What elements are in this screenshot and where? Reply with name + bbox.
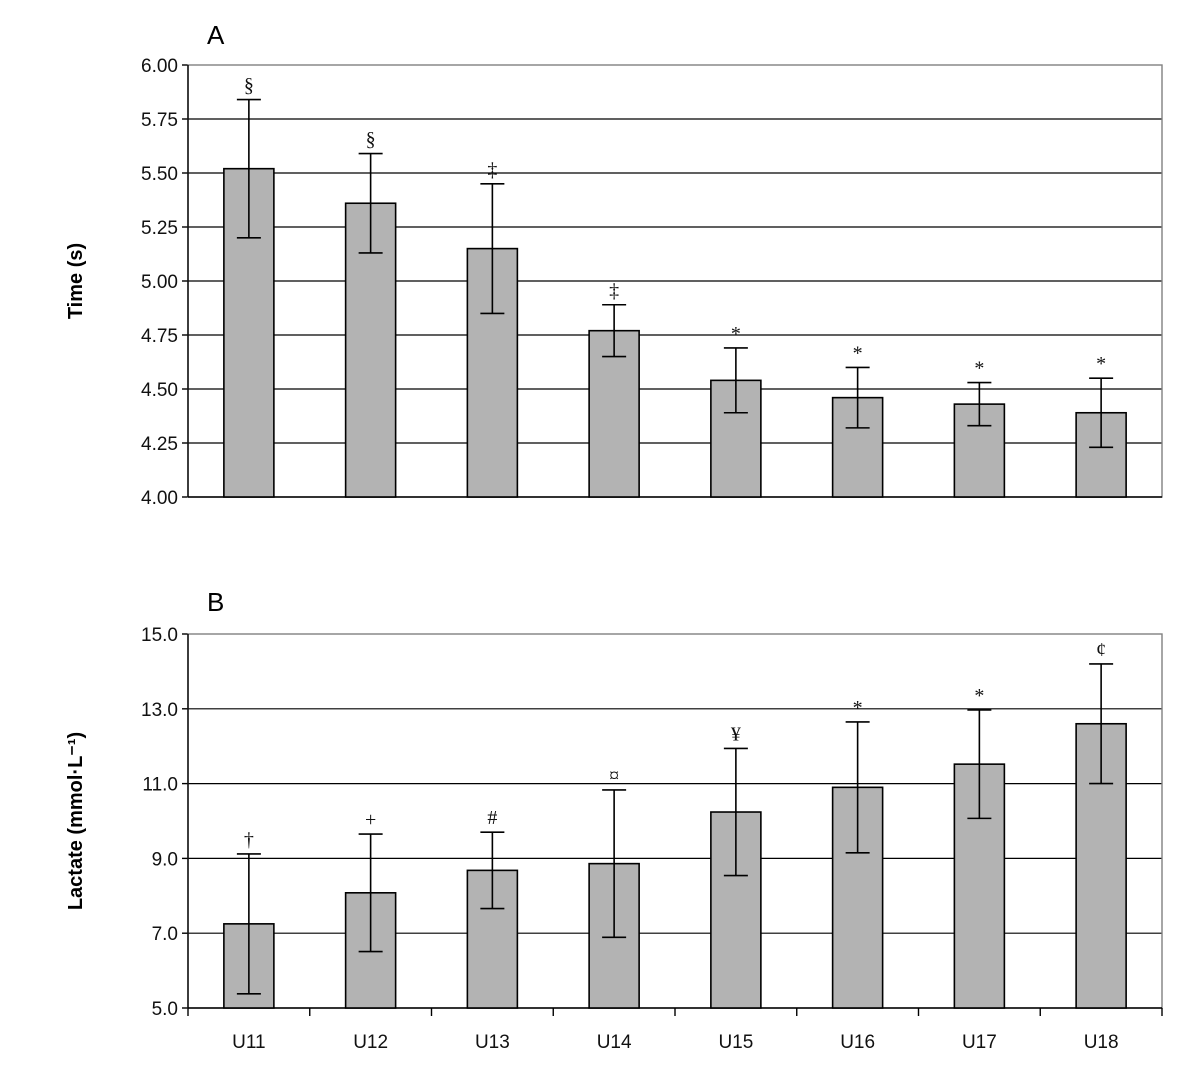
y-tick-label: 4.25 bbox=[141, 434, 178, 455]
significance-marker: * bbox=[974, 685, 984, 707]
significance-marker: + bbox=[365, 809, 376, 831]
y-tick-label: 4.50 bbox=[141, 380, 178, 401]
x-tick-label: U15 bbox=[718, 1032, 753, 1053]
significance-marker: ‡ bbox=[487, 159, 497, 181]
significance-marker: * bbox=[853, 342, 863, 364]
chart-panel-a: A Time (s) 4.00 4.25 4.50 4.75 5.00 5.25 5.50 5.7… bbox=[65, 20, 1163, 509]
y-tick-label: 4.75 bbox=[141, 326, 178, 347]
significance-marker: ¢ bbox=[1096, 639, 1106, 661]
significance-marker: * bbox=[974, 358, 984, 380]
y-tick-label: 5.25 bbox=[141, 218, 178, 239]
y-tick-label: 4.00 bbox=[141, 488, 178, 509]
y-axis-label: Time (s) bbox=[65, 243, 87, 319]
y-tick-label: 6.00 bbox=[141, 56, 178, 77]
x-tick-label: U14 bbox=[597, 1032, 632, 1053]
y-tick-label: 5.50 bbox=[141, 164, 178, 185]
plot-frame bbox=[187, 633, 1163, 1009]
y-axis-label: Lactate (mmol·L⁻¹) bbox=[65, 732, 87, 910]
panel-label: A bbox=[207, 20, 225, 50]
panel-label: B bbox=[207, 587, 224, 617]
x-tick-label: U16 bbox=[840, 1032, 875, 1053]
x-tick-label: U17 bbox=[962, 1032, 997, 1053]
y-tick-label: 15.0 bbox=[141, 625, 178, 646]
significance-marker: § bbox=[366, 129, 376, 151]
significance-marker: § bbox=[244, 75, 254, 97]
significance-marker: † bbox=[244, 829, 254, 851]
y-tick-label: 5.0 bbox=[152, 999, 178, 1020]
x-tick-label: U12 bbox=[353, 1032, 388, 1053]
significance-marker: * bbox=[1096, 353, 1106, 375]
y-tick-label: 5.75 bbox=[141, 110, 178, 131]
y-tick-label: 13.0 bbox=[141, 700, 178, 721]
significance-marker: * bbox=[731, 323, 741, 345]
significance-marker: ‡ bbox=[609, 280, 619, 302]
y-tick-label: 7.0 bbox=[152, 924, 178, 945]
significance-marker: * bbox=[853, 697, 863, 719]
y-tick-label: 11.0 bbox=[142, 775, 178, 796]
x-tick-label: U18 bbox=[1084, 1032, 1119, 1053]
chart-panel-b: B Lactate (mmol·L⁻¹) 5.0 7.0 9.0 11.0 13.0 15.0… bbox=[65, 587, 1163, 1053]
y-tick-label: 9.0 bbox=[152, 849, 178, 870]
y-tick-label: 5.00 bbox=[141, 272, 178, 293]
x-tick-label: U13 bbox=[475, 1032, 510, 1053]
significance-marker: ¤ bbox=[609, 765, 619, 787]
significance-marker: ¥ bbox=[731, 723, 741, 745]
significance-marker: # bbox=[487, 807, 497, 829]
x-tick-label: U11 bbox=[232, 1032, 265, 1053]
